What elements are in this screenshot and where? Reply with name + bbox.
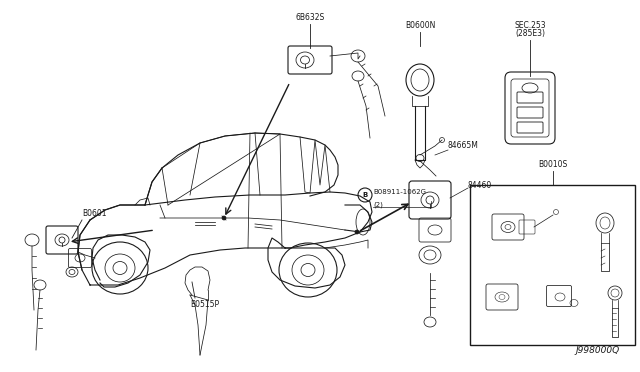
Text: 84665M: 84665M: [448, 141, 479, 150]
Ellipse shape: [355, 230, 359, 234]
Text: B0601: B0601: [82, 209, 106, 218]
Text: SEC.253: SEC.253: [514, 21, 546, 30]
Text: B0010S: B0010S: [538, 160, 567, 169]
Bar: [470, 185, 635, 345]
Text: B0600N: B0600N: [405, 21, 435, 30]
Text: B0515P: B0515P: [190, 300, 219, 309]
Text: B08911-1062G: B08911-1062G: [373, 189, 426, 195]
Text: (285E3): (285E3): [515, 29, 545, 38]
Ellipse shape: [222, 216, 226, 220]
Text: J998000Q: J998000Q: [576, 346, 620, 355]
Text: B: B: [362, 192, 367, 198]
Text: 6B632S: 6B632S: [296, 13, 324, 22]
Text: 84460: 84460: [468, 180, 492, 189]
Text: (2): (2): [373, 201, 383, 208]
